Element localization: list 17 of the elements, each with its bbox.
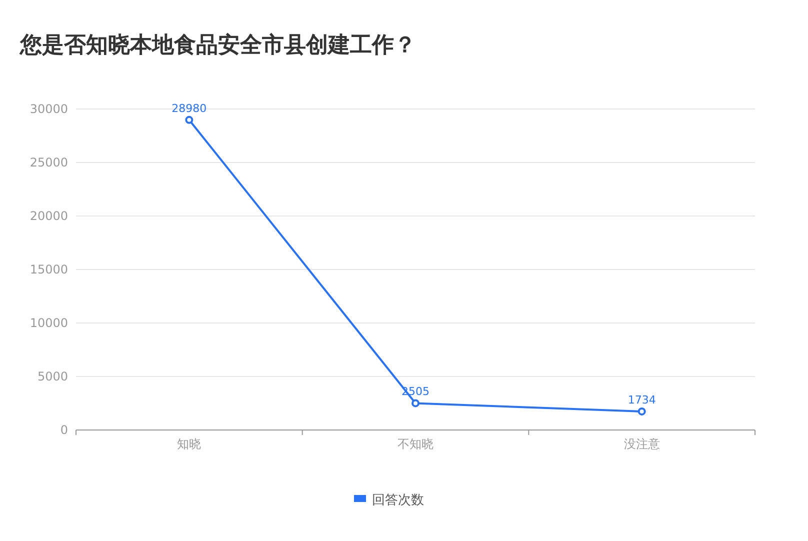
y-tick-label: 10000 bbox=[30, 316, 68, 330]
x-tick-label: 不知晓 bbox=[398, 437, 434, 451]
data-label: 28980 bbox=[172, 102, 207, 115]
y-tick-label: 5000 bbox=[37, 370, 68, 384]
point bbox=[638, 407, 646, 416]
legend-label: 回答次数 bbox=[372, 493, 424, 508]
data-label: 1734 bbox=[628, 393, 656, 406]
y-tick-label: 15000 bbox=[30, 262, 68, 276]
x-tick-label: 没注意 bbox=[624, 437, 660, 451]
y-tick-label: 20000 bbox=[30, 209, 68, 223]
y-tick-label: 30000 bbox=[30, 102, 68, 116]
chart-title: 您是否知晓本地食品安全市县创建工作？ bbox=[19, 32, 416, 58]
y-tick-label: 0 bbox=[60, 423, 68, 437]
x-tick-label: 知晓 bbox=[177, 437, 202, 451]
point bbox=[185, 116, 194, 124]
point bbox=[412, 399, 420, 408]
y-tick-label: 25000 bbox=[30, 156, 68, 170]
